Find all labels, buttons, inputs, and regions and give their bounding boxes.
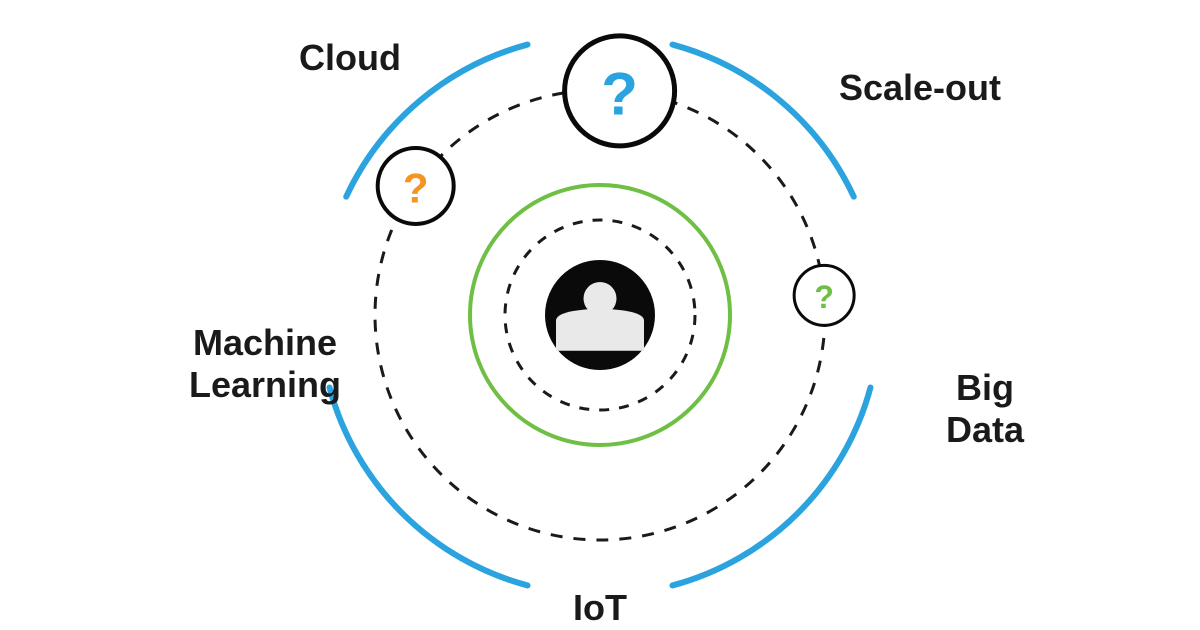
q-top-node: ? bbox=[565, 36, 675, 146]
label-cloud: Cloud bbox=[299, 37, 401, 78]
q-right-glyph: ? bbox=[814, 279, 834, 315]
q-left-glyph: ? bbox=[403, 165, 429, 212]
label-bigdata: BigData bbox=[946, 367, 1025, 450]
label-scaleout: Scale-out bbox=[839, 67, 1001, 108]
outer-blue-arc-2 bbox=[330, 387, 528, 585]
person-icon-body bbox=[556, 309, 644, 351]
q-left-node: ? bbox=[378, 148, 454, 224]
label-ml: MachineLearning bbox=[189, 322, 341, 405]
outer-blue-arc-3 bbox=[672, 387, 870, 585]
tech-orbit-diagram: ??? Cloud Scale-out MachineLearning BigData I… bbox=[0, 0, 1200, 630]
outer-blue-arc-1 bbox=[672, 45, 853, 197]
q-right-node: ? bbox=[794, 265, 854, 325]
q-top-glyph: ? bbox=[601, 60, 638, 127]
label-iot: IoT bbox=[573, 587, 627, 628]
